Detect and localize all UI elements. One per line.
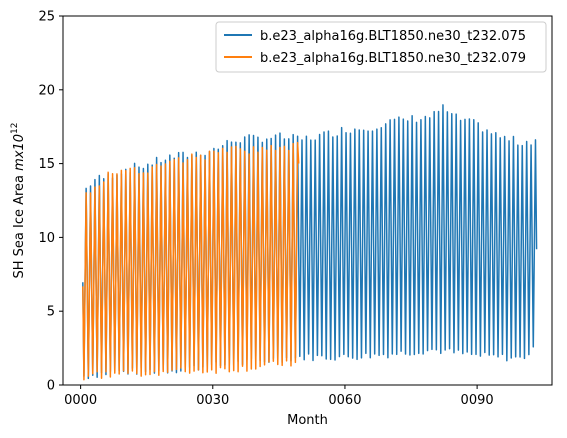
x-axis-label: Month [287, 413, 328, 428]
x-tick-label: 0030 [196, 393, 229, 408]
x-tick-label: 0090 [461, 393, 494, 408]
legend-box [215, 21, 547, 73]
y-axis-label-exp: 12 [10, 122, 20, 133]
y-axis-label-unit: mx10 [12, 134, 27, 171]
y-tick-label: 0 [47, 379, 55, 394]
legend: b.e23_alpha16g.BLT1850.ne30_t232.075 b.e… [215, 21, 547, 73]
y-tick-label: 25 [38, 10, 55, 25]
y-tick-label: 20 [38, 83, 55, 98]
series-layer [82, 104, 538, 381]
x-tick-label: 0000 [64, 393, 97, 408]
y-axis: 0 5 10 15 20 25 [38, 10, 63, 394]
legend-entry-079: b.e23_alpha16g.BLT1850.ne30_t232.079 [260, 51, 526, 66]
y-tick-label: 15 [38, 157, 55, 172]
y-tick-label: 5 [47, 305, 55, 320]
y-axis-label-main: SH Sea Ice Area [12, 171, 27, 279]
x-tick-label: 0060 [328, 393, 361, 408]
x-axis: 0000 0030 0060 0090 [64, 385, 494, 408]
y-axis-label: SH Sea Ice Area mx1012 [10, 122, 27, 278]
plot-frame [62, 15, 553, 386]
legend-entry-075: b.e23_alpha16g.BLT1850.ne30_t232.075 [260, 29, 526, 44]
series-line-1 [82, 141, 300, 381]
plot-area [82, 104, 538, 381]
y-tick-label: 10 [38, 231, 55, 246]
